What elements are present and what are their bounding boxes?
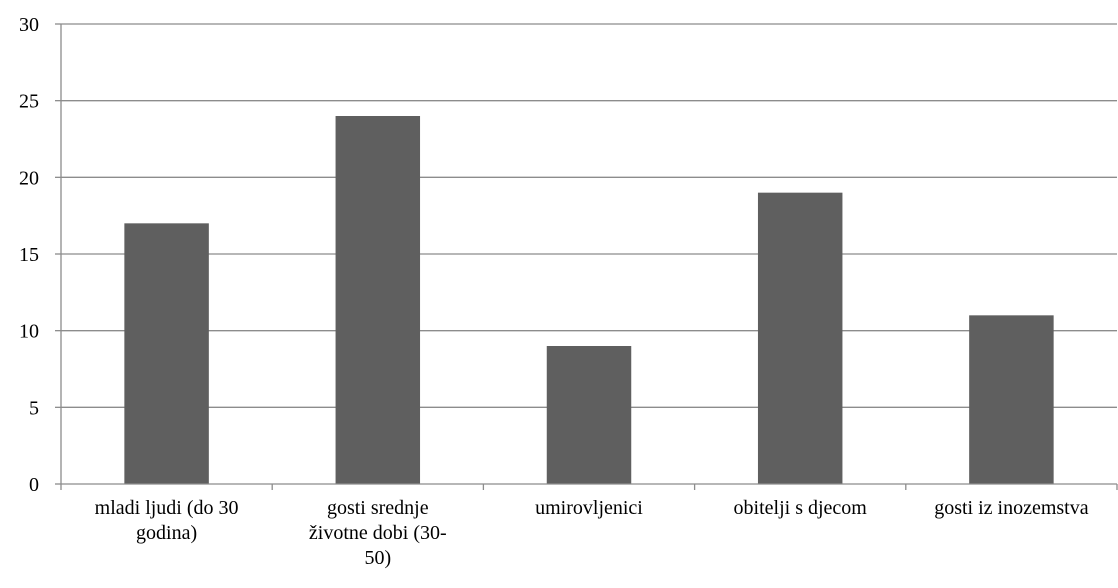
- bar-2: [335, 116, 421, 484]
- x-category-label-line: gosti iz inozemstva: [934, 497, 1089, 519]
- x-category-label: obitelji s djecom: [734, 497, 868, 519]
- y-tick-label: 30: [19, 14, 39, 36]
- axes: [55, 23, 1118, 490]
- y-tick-label: 25: [19, 91, 39, 113]
- x-category-label: gosti iz inozemstva: [934, 497, 1089, 519]
- y-tick-label: 20: [19, 167, 39, 189]
- x-category-label-line: gosti srednje: [327, 497, 429, 519]
- bar-3: [546, 346, 632, 484]
- x-category-label-line: umirovljenici: [535, 497, 643, 519]
- y-tick-label: 15: [19, 244, 39, 266]
- x-category-label-line: obitelji s djecom: [734, 497, 868, 519]
- x-category-label-line: životne dobi (30-: [309, 522, 447, 544]
- y-axis-tick-labels: 0 5 10 15 20 25 30: [19, 14, 39, 496]
- x-category-label-line: mladi ljudi (do 30: [95, 497, 239, 519]
- x-category-label: mladi ljudi (do 30 godina): [95, 497, 239, 544]
- x-category-label-line: 50): [364, 547, 391, 569]
- bar-1: [124, 223, 209, 485]
- x-category-label: umirovljenici: [535, 497, 643, 519]
- y-tick-label: 5: [29, 397, 39, 419]
- x-axis-category-labels: mladi ljudi (do 30 godina) gosti srednje ži…: [95, 497, 1089, 569]
- x-category-label: gosti srednje životne dobi (30- 50): [309, 497, 447, 569]
- gridlines: [61, 23, 1117, 408]
- bar-5: [969, 315, 1054, 484]
- bar-4: [757, 192, 843, 484]
- bars: [124, 116, 1054, 485]
- y-tick-label: 0: [29, 474, 39, 496]
- y-tick-label: 10: [19, 321, 39, 343]
- x-category-label-line: godina): [136, 522, 197, 544]
